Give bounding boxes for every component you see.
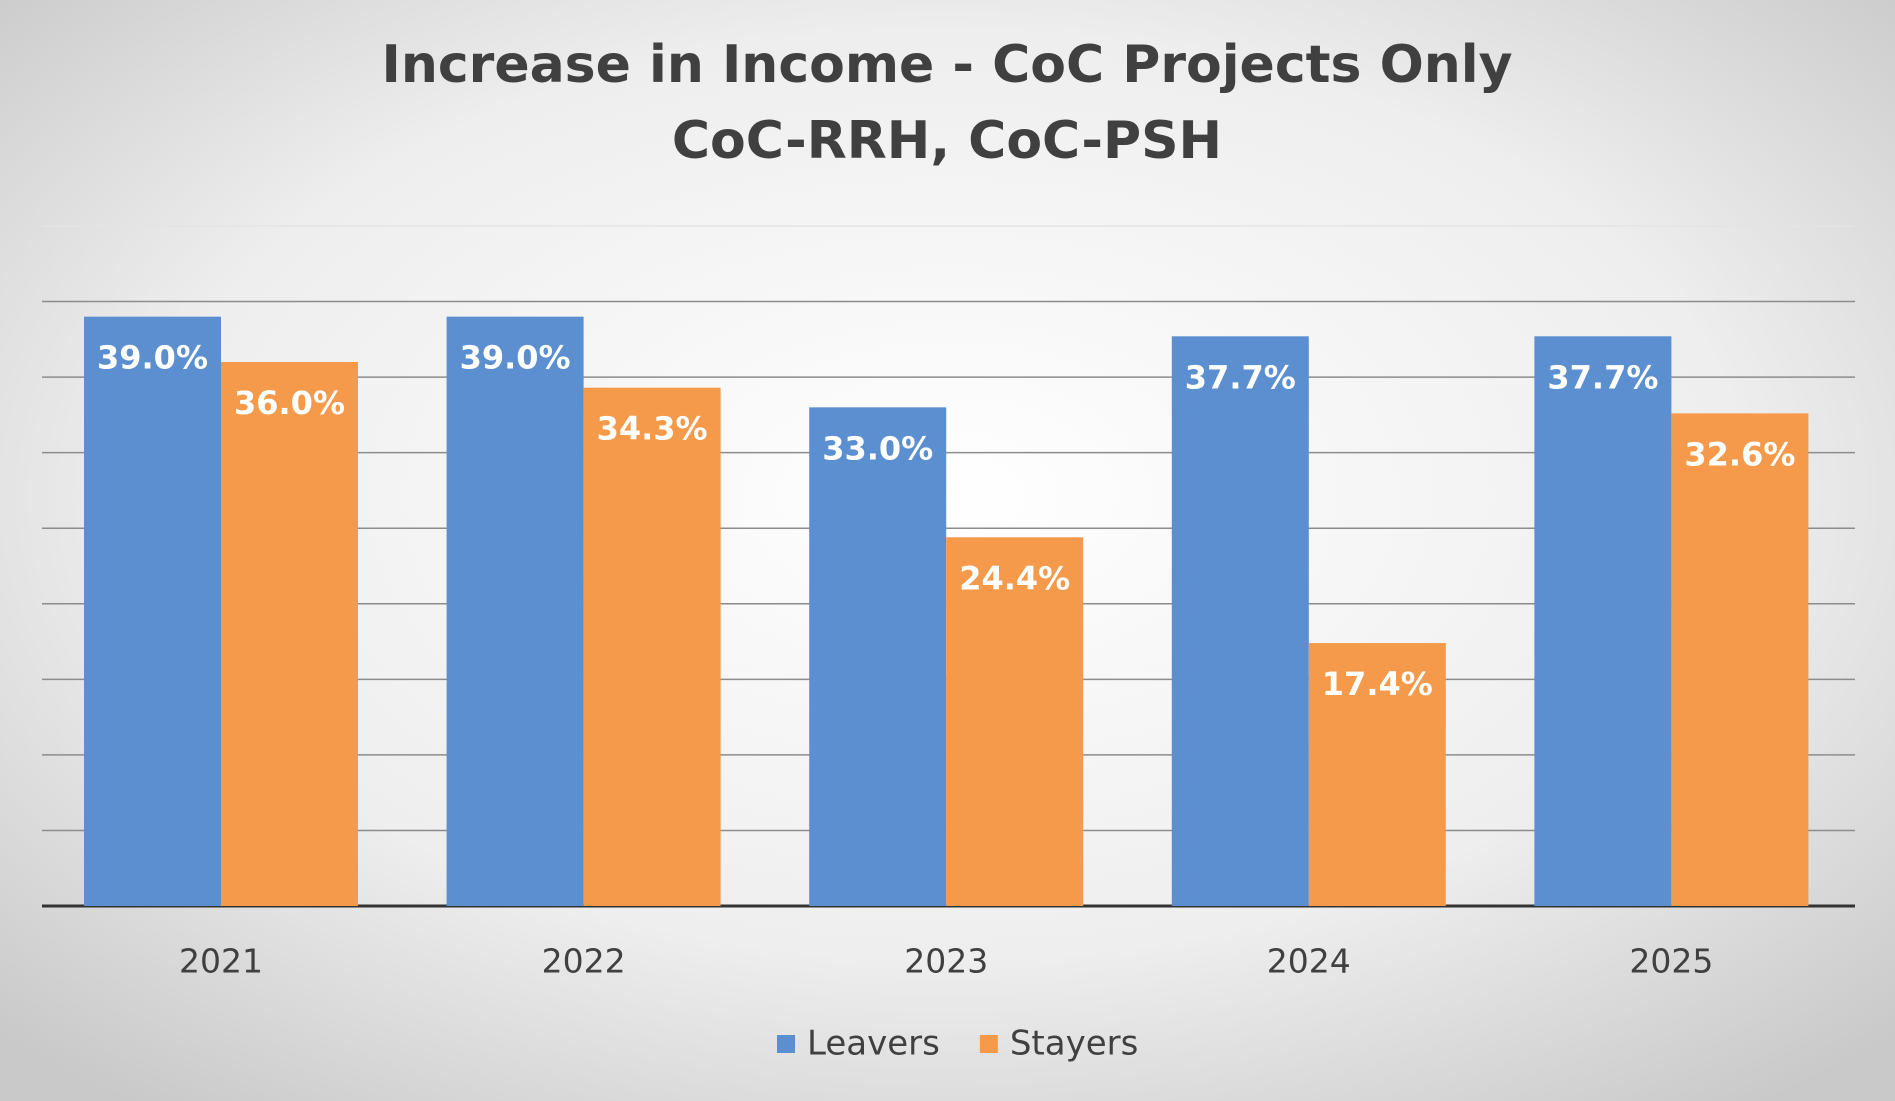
bar (84, 316, 221, 907)
x-tick-label: 2021 (179, 942, 263, 981)
legend-label: Leavers (807, 1024, 940, 1064)
data-label: 34.3% (597, 410, 708, 448)
chart-subtitle: CoC-RRH, CoC-PSH (672, 111, 1222, 171)
bar (946, 537, 1084, 906)
chart-title: Increase in Income - CoC Projects Only (381, 35, 1512, 95)
x-tick-label: 2023 (904, 942, 988, 981)
bar (446, 316, 584, 907)
bar (809, 407, 947, 906)
data-label: 33.0% (822, 429, 933, 467)
bar (1308, 643, 1446, 906)
data-label: 32.6% (1684, 435, 1795, 473)
bar (583, 387, 721, 906)
data-label: 39.0% (97, 339, 208, 377)
legend-swatch (979, 1035, 998, 1053)
legend-label: Stayers (1010, 1024, 1138, 1064)
bar (221, 362, 358, 906)
data-label: 37.7% (1547, 358, 1658, 396)
x-tick-label: 2022 (542, 942, 626, 981)
x-tick-label: 2025 (1629, 942, 1713, 981)
data-label: 36.0% (234, 384, 345, 422)
data-label: 24.4% (959, 559, 1070, 597)
legend-swatch (777, 1035, 795, 1053)
bar (1671, 413, 1809, 906)
bar (1534, 336, 1672, 906)
data-label: 37.7% (1185, 358, 1296, 396)
data-label: 17.4% (1322, 665, 1433, 703)
data-label: 39.0% (460, 339, 571, 377)
x-tick-label: 2024 (1267, 942, 1351, 981)
bar (1171, 336, 1309, 906)
